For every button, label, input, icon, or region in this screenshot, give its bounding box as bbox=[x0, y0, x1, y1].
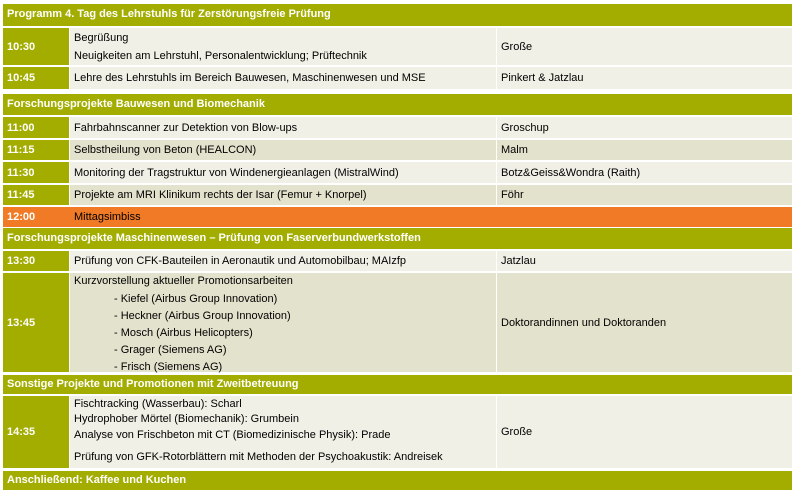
time-cell: 11:15 bbox=[3, 140, 69, 160]
time-cell: 11:45 bbox=[3, 185, 69, 205]
footer-note: Anschließend: Kaffee und Kuchen bbox=[3, 470, 792, 490]
schedule-row: 13:30 Prüfung von CFK-Bauteilen in Aeron… bbox=[3, 249, 792, 271]
topic-line: Fischtracking (Wasserbau): Scharl bbox=[74, 398, 242, 410]
speaker-cell: Föhr bbox=[497, 185, 792, 205]
lunch-label: Mittagsimbiss bbox=[70, 207, 792, 227]
time-cell: 11:30 bbox=[3, 162, 69, 183]
list-item: - Frisch (Siemens AG) bbox=[114, 361, 223, 373]
time-cell: 13:45 bbox=[3, 273, 69, 372]
program-title: Programm 4. Tag des Lehrstuhls für Zerst… bbox=[3, 4, 792, 26]
topic-line: Analyse von Frischbeton mit CT (Biomediz… bbox=[74, 429, 391, 441]
list-item: - Kiefel (Airbus Group Innovation) bbox=[114, 293, 278, 305]
list-item: - Heckner (Airbus Group Innovation) bbox=[114, 310, 291, 322]
schedule-row: 10:45 Lehre des Lehrstuhls im Bereich Ba… bbox=[3, 65, 792, 89]
schedule-row: 11:15 Selbstheilung von Beton (HEALCON) … bbox=[3, 138, 792, 160]
topic-cell: Fischtracking (Wasserbau): Scharl Hydrop… bbox=[70, 396, 496, 468]
time-cell: 14:35 bbox=[3, 396, 69, 468]
topic-line: Kurzvorstellung aktueller Promotionsarbe… bbox=[74, 275, 293, 287]
speaker-cell: Doktorandinnen und Doktoranden bbox=[497, 273, 792, 372]
topic-cell: Projekte am MRI Klinikum rechts der Isar… bbox=[70, 185, 496, 205]
time-cell: 11:00 bbox=[3, 117, 69, 138]
topic-cell: Kurzvorstellung aktueller Promotionsarbe… bbox=[70, 273, 496, 373]
schedule-row: 11:30 Monitoring der Tragstruktur von Wi… bbox=[3, 160, 792, 183]
topic-cell: Selbstheilung von Beton (HEALCON) bbox=[70, 140, 496, 160]
speaker-cell: Botz&Geiss&Wondra (Raith) bbox=[497, 162, 792, 183]
speaker-cell: Große bbox=[497, 396, 792, 468]
schedule-row: 11:00 Fahrbahnscanner zur Detektion von … bbox=[3, 115, 792, 138]
topic-cell: Lehre des Lehrstuhls im Bereich Bauwesen… bbox=[70, 67, 496, 89]
time-cell: 10:45 bbox=[3, 67, 69, 89]
schedule-row: 11:45 Projekte am MRI Klinikum rechts de… bbox=[3, 183, 792, 205]
speaker-cell: Malm bbox=[497, 140, 792, 160]
lunch-row: 12:00 Mittagsimbiss bbox=[3, 205, 792, 227]
topic-line: Neuigkeiten am Lehrstuhl, Personalentwic… bbox=[74, 50, 367, 62]
section-header: Forschungsprojekte Maschinenwesen – Prüf… bbox=[3, 227, 792, 249]
topic-line: Prüfung von GFK-Rotorblättern mit Method… bbox=[74, 451, 443, 463]
topic-line: Hydrophober Mörtel (Biomechanik): Grumbe… bbox=[74, 413, 299, 425]
topic-cell: Monitoring der Tragstruktur von Windener… bbox=[70, 162, 496, 183]
speaker-cell: Große bbox=[497, 28, 792, 65]
speaker-cell: Jatzlau bbox=[497, 251, 792, 271]
list-item: - Grager (Siemens AG) bbox=[114, 344, 227, 356]
topic-cell: Prüfung von CFK-Bauteilen in Aeronautik … bbox=[70, 251, 496, 271]
section-header: Sonstige Projekte und Promotionen mit Zw… bbox=[3, 374, 792, 394]
list-item: - Mosch (Airbus Helicopters) bbox=[114, 327, 253, 339]
time-cell: 12:00 bbox=[3, 207, 69, 227]
time-cell: 13:30 bbox=[3, 251, 69, 271]
speaker-cell: Groschup bbox=[497, 117, 792, 138]
topic-line: Begrüßung bbox=[74, 32, 129, 44]
time-cell: 10:30 bbox=[3, 28, 69, 65]
speaker-cell: Pinkert & Jatzlau bbox=[497, 67, 792, 89]
section-header: Forschungsprojekte Bauwesen und Biomecha… bbox=[3, 93, 792, 115]
schedule-row: 14:35 Fischtracking (Wasserbau): Scharl … bbox=[3, 394, 792, 468]
schedule-row: 10:30 Begrüßung Neuigkeiten am Lehrstuhl… bbox=[3, 26, 792, 65]
topic-cell: Begrüßung Neuigkeiten am Lehrstuhl, Pers… bbox=[70, 28, 496, 65]
schedule-row: 13:45 Kurzvorstellung aktueller Promotio… bbox=[3, 271, 792, 373]
topic-cell: Fahrbahnscanner zur Detektion von Blow-u… bbox=[70, 117, 496, 138]
